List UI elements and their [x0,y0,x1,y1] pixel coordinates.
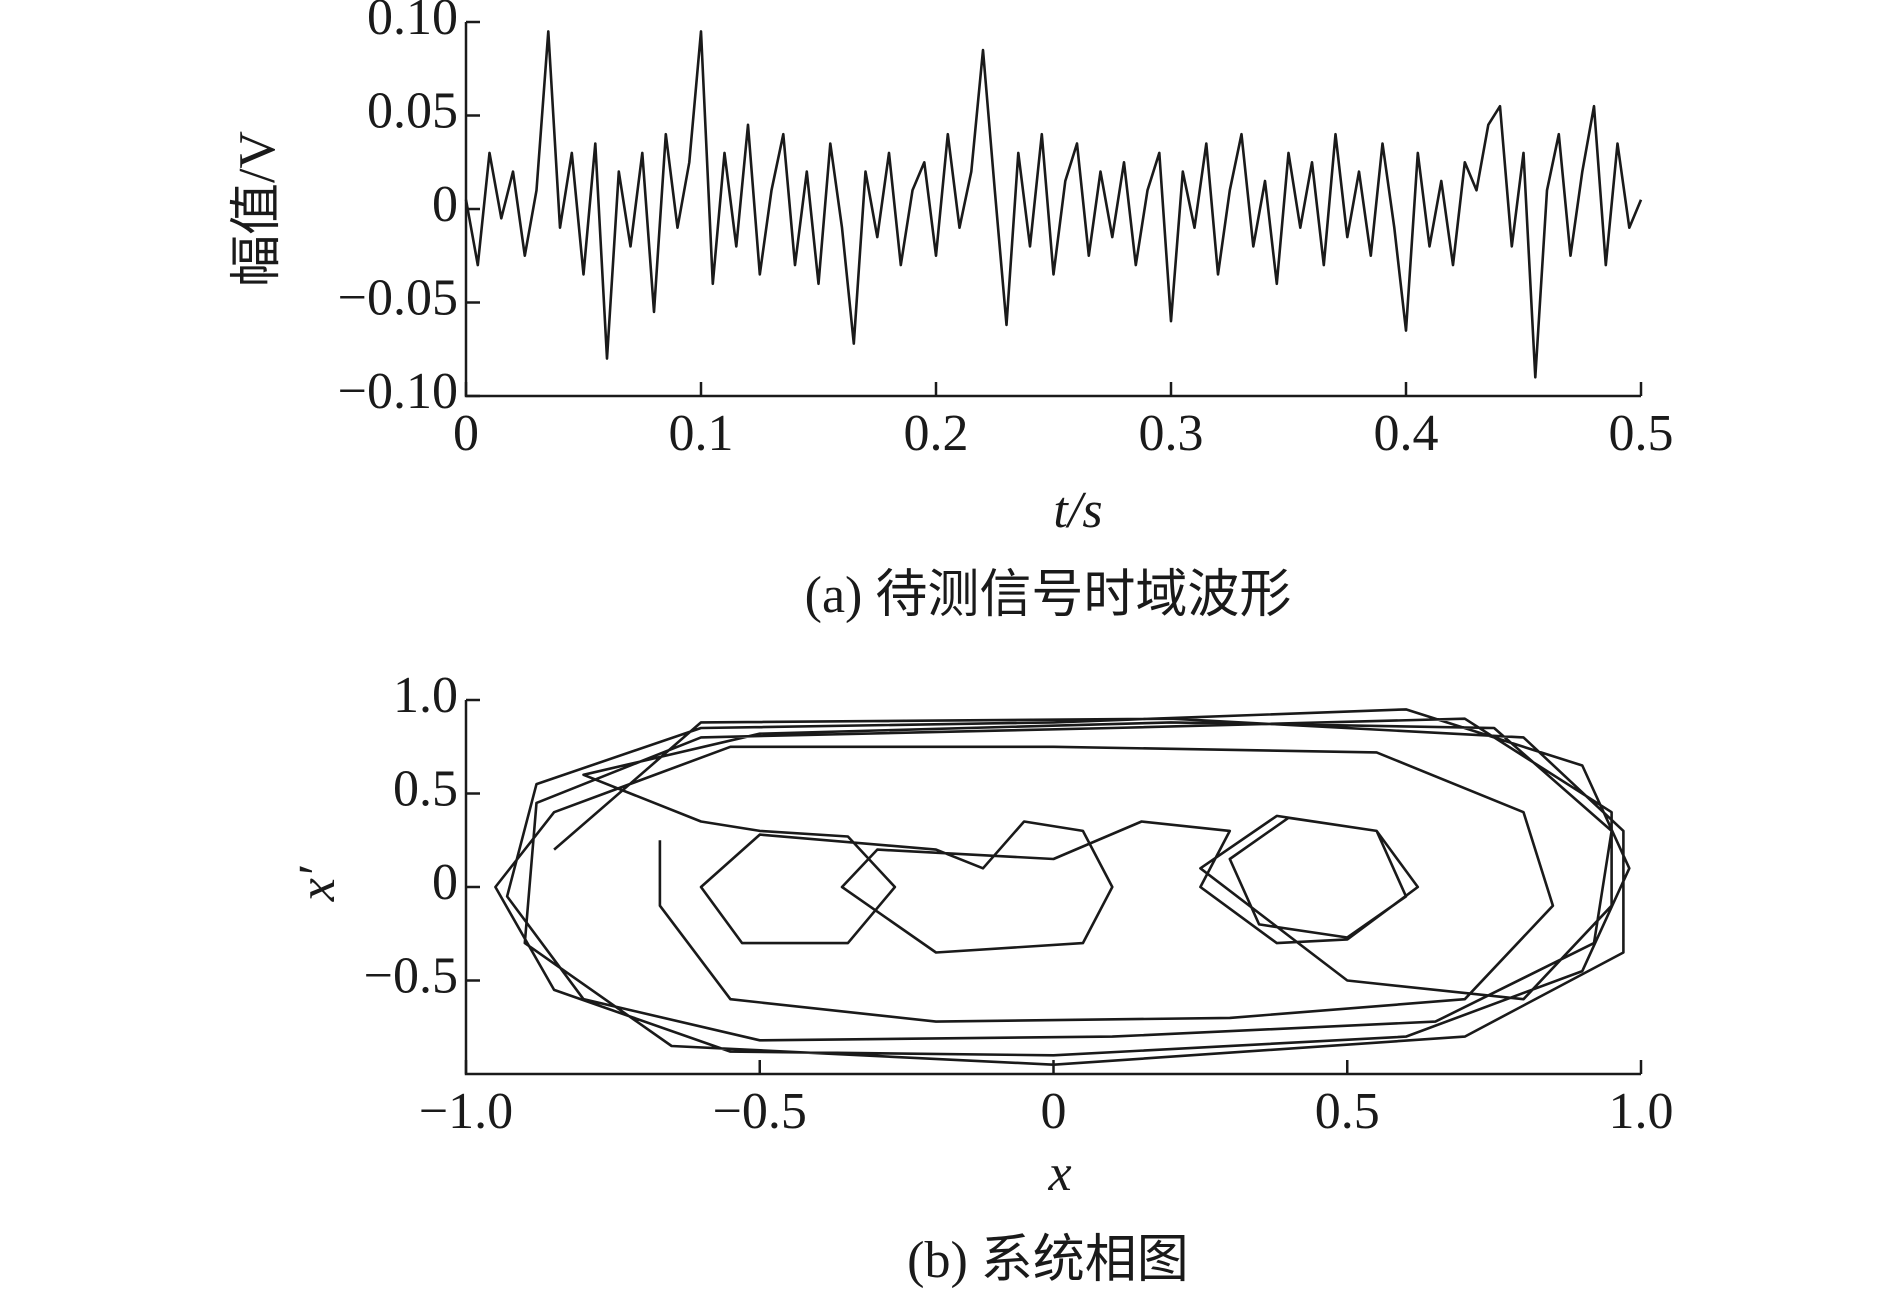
x-tick-label: 1.0 [1609,1083,1674,1140]
caption: (a) 待测信号时域波形 [805,567,1292,624]
x-tick-label: 0.5 [1315,1083,1380,1140]
x-tick-label: 0.2 [904,405,969,462]
y-tick-label: 0.05 [367,82,458,139]
y-tick-label: 0 [432,854,458,911]
x-tick-label: 0 [453,405,479,462]
x-tick-label: 0.5 [1609,405,1674,462]
y-tick-label: −0.10 [338,363,458,420]
data-line [494,708,1631,1066]
x-tick-label: −0.5 [713,1083,807,1140]
y-tick-label: 0.10 [367,0,458,46]
y-tick-label: 0 [432,176,458,233]
x-tick-label: 0.4 [1374,405,1439,462]
y-axis-label: x′ [289,865,346,902]
x-axis-label: t/s [1053,482,1102,539]
axis-frame [464,700,1641,1076]
caption: (b) 系统相图 [907,1232,1189,1289]
data-line [464,30,1643,379]
y-axis-label: 幅值/V [229,131,286,287]
axis-frame [464,22,1641,398]
x-tick-label: 0 [1041,1083,1067,1140]
x-tick-label: 0.1 [669,405,734,462]
x-tick-label: −1.0 [419,1083,513,1140]
y-tick-label: 1.0 [393,667,458,724]
y-tick-label: 0.5 [393,760,458,817]
x-axis-label: x [1047,1145,1071,1202]
y-tick-label: −0.05 [338,269,458,326]
x-tick-label: 0.3 [1139,405,1204,462]
y-tick-label: −0.5 [364,947,458,1004]
